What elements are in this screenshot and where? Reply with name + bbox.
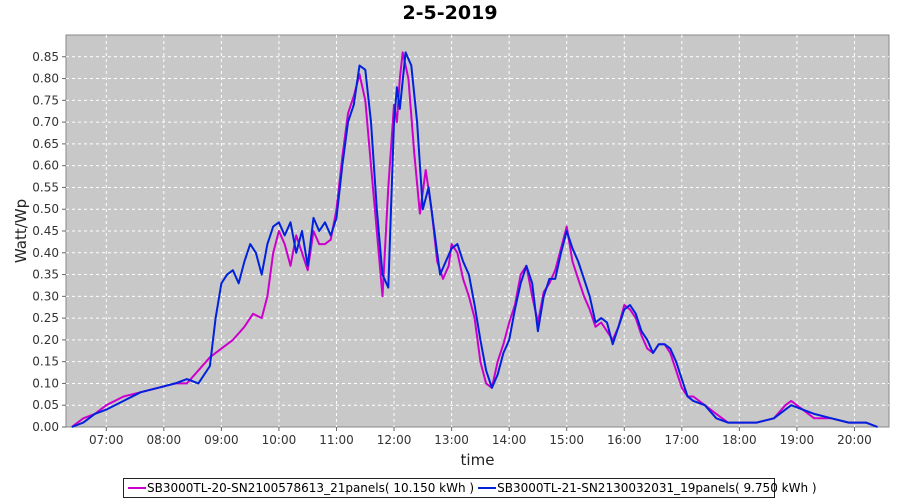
x-tick-label: 18:00 [722,433,757,447]
x-tick-label: 14:00 [492,433,527,447]
y-tick-label: 0.10 [32,376,59,390]
y-tick-label: 0.40 [32,246,59,260]
y-tick-label: 0.60 [32,159,59,173]
legend-label-series-1: SB3000TL-20-SN2100578613_21panels( 10.15… [147,481,475,495]
x-tick-label: 13:00 [434,433,469,447]
legend: SB3000TL-20-SN2100578613_21panels( 10.15… [123,478,817,498]
series-lines [71,51,878,428]
x-tick-label: 07:00 [89,433,124,447]
y-tick-label: 0.80 [32,72,59,86]
y-tick-label: 0.30 [32,289,59,303]
grid-lines [66,35,889,427]
x-tick-label: 16:00 [607,433,642,447]
y-tick-label: 0.45 [32,224,59,238]
x-tick-label: 08:00 [147,433,182,447]
y-tick-label: 0.05 [32,398,59,412]
x-tick-label: 11:00 [319,433,354,447]
x-tick-label: 15:00 [549,433,584,447]
legend-swatch-series-1 [128,487,146,489]
x-tick-label: 17:00 [665,433,700,447]
y-tick-label: 0.35 [32,268,59,282]
y-axis-label: Watt/Wp [12,199,30,263]
y-tick-label: 0.65 [32,137,59,151]
x-tick-label: 10:00 [262,433,297,447]
y-tick-label: 0.55 [32,180,59,194]
legend-label-series-2: SB3000TL-21-SN2130032031_19panels( 9.750… [497,481,817,495]
y-tick-label: 0.70 [32,115,59,129]
y-tick-label: 0.15 [32,355,59,369]
x-tick-label: 09:00 [204,433,239,447]
y-tick-label: 0.50 [32,202,59,216]
series-line-2 [71,51,878,428]
y-tick-label: 0.25 [32,311,59,325]
chart-title: 2-5-2019 [402,2,498,24]
legend-item-series-1: SB3000TL-20-SN2100578613_21panels( 10.15… [128,481,474,495]
series-line-1 [71,51,878,428]
x-tick-label: 12:00 [377,433,412,447]
legend-item-series-2: SB3000TL-21-SN2130032031_19panels( 9.750… [478,481,817,495]
x-axis-label: time [461,451,495,469]
x-tick-label: 20:00 [837,433,872,447]
y-tick-label: 0.00 [32,420,59,434]
y-tick-label: 0.75 [32,93,59,107]
axes: 0.00 0.05 0.10 0.15 0.20 0.25 0.30 0.35 0.40 0.45… [32,50,871,447]
plot-area [65,34,890,428]
x-tick-label: 19:00 [780,433,815,447]
y-tick-label: 0.20 [32,333,59,347]
legend-swatch-series-2 [478,487,497,489]
y-tick-label: 0.85 [32,50,59,64]
